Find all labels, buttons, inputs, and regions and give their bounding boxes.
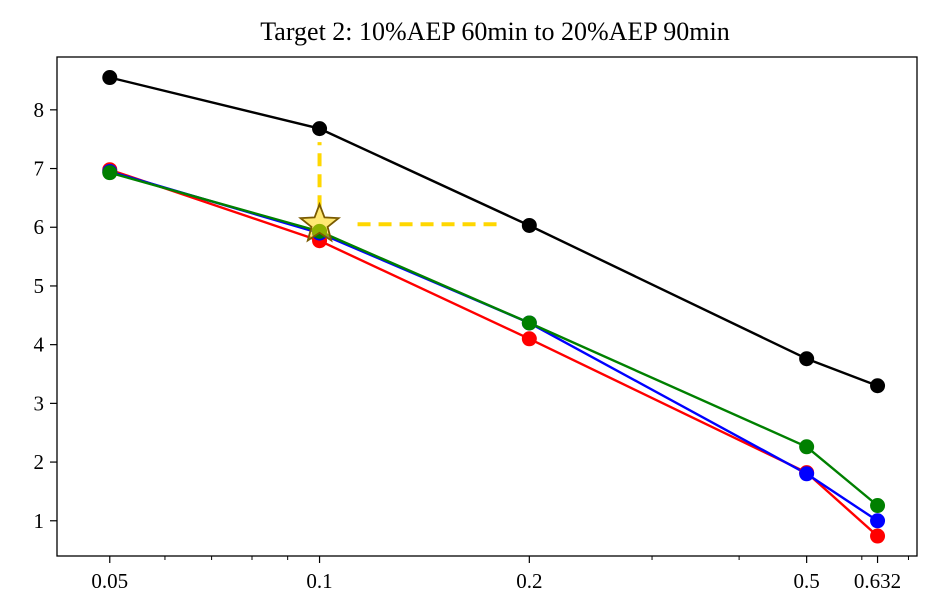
series-1-point <box>870 378 886 394</box>
x-tick-label: 0.05 <box>91 569 128 593</box>
x-tick-label: 0.5 <box>794 569 820 593</box>
y-tick-label: 8 <box>34 98 45 122</box>
y-tick-label: 5 <box>34 274 45 298</box>
x-tick-label: 0.632 <box>854 569 901 593</box>
series-4-point <box>102 165 118 181</box>
y-tick-label: 4 <box>34 333 45 357</box>
series-1-point <box>102 70 118 86</box>
y-tick-label: 2 <box>34 450 45 474</box>
series-line-1 <box>109 76 878 387</box>
series-3-point <box>799 466 815 482</box>
x-tick-label: 0.1 <box>306 569 332 593</box>
y-tick-label: 6 <box>34 215 45 239</box>
y-tick-label: 7 <box>34 157 45 181</box>
y-tick-label: 3 <box>34 391 45 415</box>
series-1-point <box>799 351 815 367</box>
chart-title: Target 2: 10%AEP 60min to 20%AEP 90min <box>260 17 730 46</box>
series-4-point <box>799 439 815 455</box>
series-3-point <box>870 513 886 529</box>
series-1-point <box>521 217 537 233</box>
series-4-point <box>870 498 886 514</box>
star-marker <box>298 201 342 243</box>
series-2-point <box>870 528 886 544</box>
series-4-point <box>521 315 537 331</box>
series-1-point <box>312 121 328 137</box>
plot-frame <box>56 56 918 557</box>
y-tick-label: 1 <box>34 509 45 533</box>
x-tick-label: 0.2 <box>516 569 542 593</box>
series-2-point <box>521 331 537 347</box>
